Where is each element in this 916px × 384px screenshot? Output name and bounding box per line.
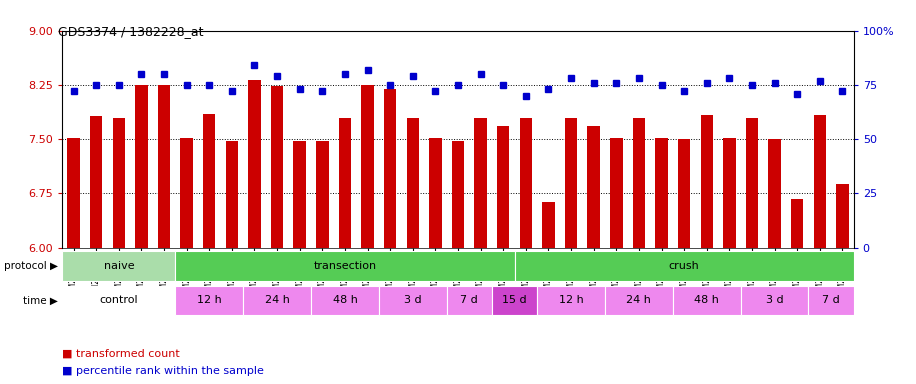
Text: crush: crush [669,261,700,271]
Bar [293,141,306,248]
Bar [311,286,379,315]
Text: 12 h: 12 h [197,295,222,306]
Text: 3 d: 3 d [766,295,783,306]
Bar [225,141,238,248]
Bar [655,138,668,248]
Bar [809,286,854,315]
Bar [497,126,509,248]
Bar [180,138,193,248]
Bar [813,115,826,248]
Bar [90,116,103,248]
Bar [62,286,175,315]
Bar [565,118,577,248]
Bar [175,251,515,281]
Text: 48 h: 48 h [694,295,719,306]
Bar [62,251,175,281]
Bar [633,118,645,248]
Bar [746,118,758,248]
Bar [175,286,243,315]
Bar [452,141,464,248]
Bar [610,138,623,248]
Bar [673,286,741,315]
Bar [587,126,600,248]
Text: GDS3374 / 1382228_at: GDS3374 / 1382228_at [58,25,203,38]
Bar [430,138,442,248]
Text: naive: naive [104,261,134,271]
Bar [68,138,80,248]
Text: time ▶: time ▶ [23,295,58,306]
Bar [741,286,809,315]
Bar [492,286,537,315]
Bar [701,115,713,248]
Bar [769,139,780,248]
Text: protocol ▶: protocol ▶ [4,261,58,271]
Text: 48 h: 48 h [333,295,357,306]
Bar [723,138,736,248]
Bar [678,139,691,248]
Text: 12 h: 12 h [559,295,583,306]
Bar [474,118,486,248]
Bar [519,118,532,248]
Text: 3 d: 3 d [404,295,421,306]
Bar [243,286,311,315]
Bar [791,199,803,248]
Text: transection: transection [313,261,376,271]
Bar [447,286,492,315]
Text: ■ transformed count: ■ transformed count [62,348,180,358]
Text: control: control [100,295,138,306]
Bar [248,80,261,248]
Text: 15 d: 15 d [502,295,527,306]
Text: ■ percentile rank within the sample: ■ percentile rank within the sample [62,366,264,376]
Bar [203,114,215,248]
Text: 7 d: 7 d [823,295,840,306]
Text: 7 d: 7 d [461,295,478,306]
Bar [515,251,854,281]
Bar [605,286,673,315]
Text: 24 h: 24 h [627,295,651,306]
Text: 24 h: 24 h [265,295,289,306]
Bar [113,118,125,248]
Bar [271,86,283,248]
Bar [316,141,329,248]
Bar [542,202,555,248]
Bar [537,286,605,315]
Bar [379,286,447,315]
Bar [339,118,351,248]
Bar [158,85,170,248]
Bar [836,184,848,248]
Bar [361,85,374,248]
Bar [407,118,419,248]
Bar [136,85,147,248]
Bar [384,89,397,248]
